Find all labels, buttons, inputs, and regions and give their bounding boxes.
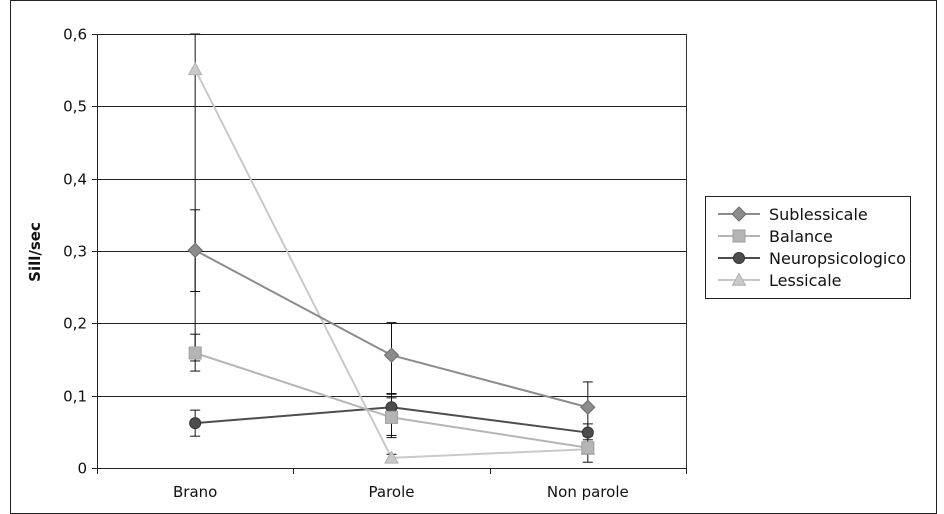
data-point [383,347,400,363]
x-tick-label: Non parole [547,483,629,501]
data-point [580,399,596,415]
x-tick-label: Brano [173,483,217,501]
y-tick-label: 0 [77,460,87,478]
data-point [187,242,203,258]
legend-label: Balance [769,227,833,246]
legend: Sublessicale Balance Neuropsicologico Lessi… [705,196,911,299]
y-tick-label: 0,2 [63,315,87,333]
y-tick-label: 0,3 [63,243,87,261]
y-tick-label: 0,4 [63,171,87,189]
legend-marker [732,229,746,243]
data-point [581,426,594,439]
data-point [187,61,203,76]
legend-marker [731,272,747,286]
data-point [385,410,398,424]
axes: 0 0,1 0,2 0,3 0,4 0,5 0,6 Brano Parole Non parole [63,26,687,501]
data-point [581,441,595,455]
y-tick-label: 0,1 [63,388,87,406]
legend-marker [731,206,747,222]
series-group [187,33,596,464]
legend-marker [733,252,745,264]
data-point [384,450,399,464]
data-point [189,417,202,430]
y-tick-label: 0,6 [63,26,87,44]
legend-label: Sublessicale [769,205,868,224]
y-tick-label: 0,5 [63,98,87,116]
data-point [188,346,202,360]
x-tick-label: Parole [369,483,415,501]
legend-label: Neuropsicologico [769,249,906,268]
legend-label: Lessicale [769,271,841,290]
y-axis-title: Sill/sec [26,222,44,282]
